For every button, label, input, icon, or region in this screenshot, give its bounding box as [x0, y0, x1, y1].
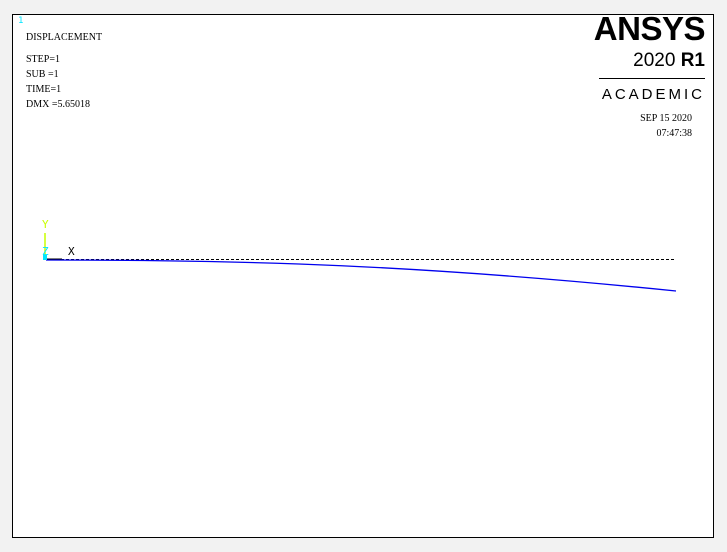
- time-label: TIME=1: [26, 84, 62, 95]
- logo-divider: [599, 78, 705, 79]
- triad-z-label: Z: [42, 245, 49, 258]
- result-title: DISPLACEMENT: [26, 32, 103, 43]
- date-stamp: SEP 15 2020: [640, 113, 692, 124]
- triad-y-label: Y: [42, 218, 49, 231]
- graphics-viewport[interactable]: [12, 14, 714, 538]
- deformed-shape: [45, 259, 677, 292]
- edition-label: ACADEMIC: [601, 86, 705, 103]
- step-label: STEP=1: [26, 54, 60, 65]
- substep-label: SUB =1: [26, 69, 59, 80]
- triad-z-marker: [43, 255, 47, 260]
- version-release: R1: [680, 50, 705, 71]
- triad-x-label: X: [68, 245, 75, 258]
- window-number: 1: [18, 16, 24, 26]
- version-label: 2020 R1: [633, 50, 705, 72]
- version-year: 2020: [633, 50, 676, 71]
- time-stamp: 07:47:38: [656, 128, 692, 139]
- ansys-logo: ANSYS: [593, 10, 706, 47]
- dmx-label: DMX =5.65018: [26, 99, 90, 110]
